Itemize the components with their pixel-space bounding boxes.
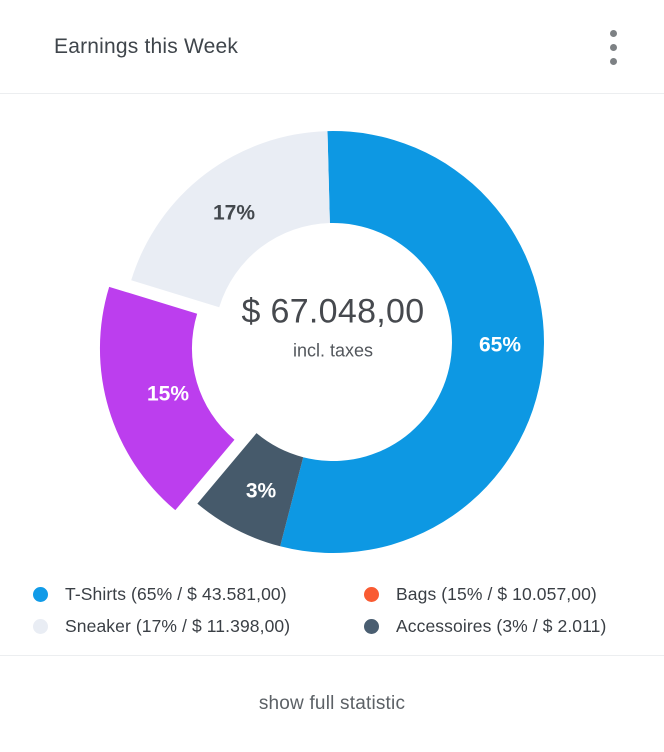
legend-dot-sneaker [33,618,48,634]
show-full-statistic-button[interactable]: show full statistic [258,693,406,714]
legend-label-t-shirts: T-Shirts (65% / $ 43.581,00) [65,583,287,604]
legend-item-accessoires[interactable]: Accessoires (3% / $ 2.011) [364,610,664,642]
legend-label-sneaker: Sneaker (17% / $ 11.398,00) [65,615,291,636]
kebab-menu-icon[interactable] [598,24,628,70]
legend-dot-t-shirts [33,586,48,602]
card-title: Earnings this Week [54,34,239,58]
legend-label-accessoires: Accessoires (3% / $ 2.011) [396,615,607,636]
slice-t-shirts[interactable] [280,130,544,553]
kebab-dot [609,43,617,51]
legend-dot-accessoires [364,618,379,634]
legend-item-sneaker[interactable]: Sneaker (17% / $ 11.398,00) [33,610,364,642]
slice-accessoires[interactable] [197,433,304,547]
donut-chart-area: 65% 3% 15% 17% $ 67.048,00 incl. taxes [0,94,664,566]
kebab-dot [609,29,617,37]
legend-item-bags[interactable]: Bags (15% / $ 10.057,00) [364,578,664,610]
kebab-dot [609,57,617,65]
card-footer: show full statistic [0,656,664,752]
card-header: Earnings this Week [0,0,664,94]
chart-legend: T-Shirts (65% / $ 43.581,00) Bags (15% /… [0,566,664,642]
legend-dot-bags [364,586,379,602]
legend-label-bags: Bags (15% / $ 10.057,00) [396,583,597,604]
slice-bags[interactable] [99,286,235,511]
donut-chart: 65%3%15%17% [99,130,544,553]
legend-item-t-shirts[interactable]: T-Shirts (65% / $ 43.581,00) [33,578,364,610]
footer-divider [0,655,664,656]
slice-sneaker[interactable] [131,131,330,308]
